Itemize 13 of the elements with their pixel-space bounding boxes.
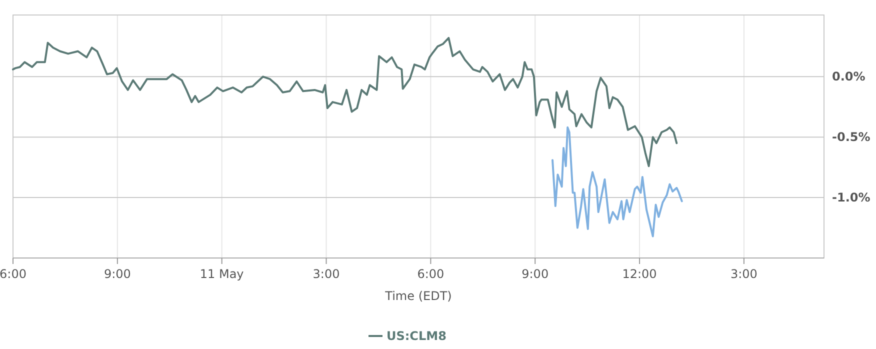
x-tick-label: 11 May	[200, 267, 244, 281]
y-tick-label: 0.0%	[832, 70, 866, 84]
y-tick-label: -1.0%	[832, 190, 870, 205]
legend-label: US:CLM8	[386, 329, 446, 343]
x-tick-label: 9:00	[522, 267, 549, 281]
x-tick-label: 6:00	[417, 267, 444, 281]
x-tick-label: 6:00	[0, 267, 26, 281]
x-tick-label: 3:00	[730, 267, 758, 281]
x-tick-label: 9:00	[104, 267, 131, 281]
x-tick-label: 3:00	[312, 267, 340, 281]
y-tick-label: -0.5%	[832, 130, 870, 144]
x-tick-label: 12:00	[622, 267, 657, 281]
x-axis-title: Time (EDT)	[384, 289, 452, 303]
